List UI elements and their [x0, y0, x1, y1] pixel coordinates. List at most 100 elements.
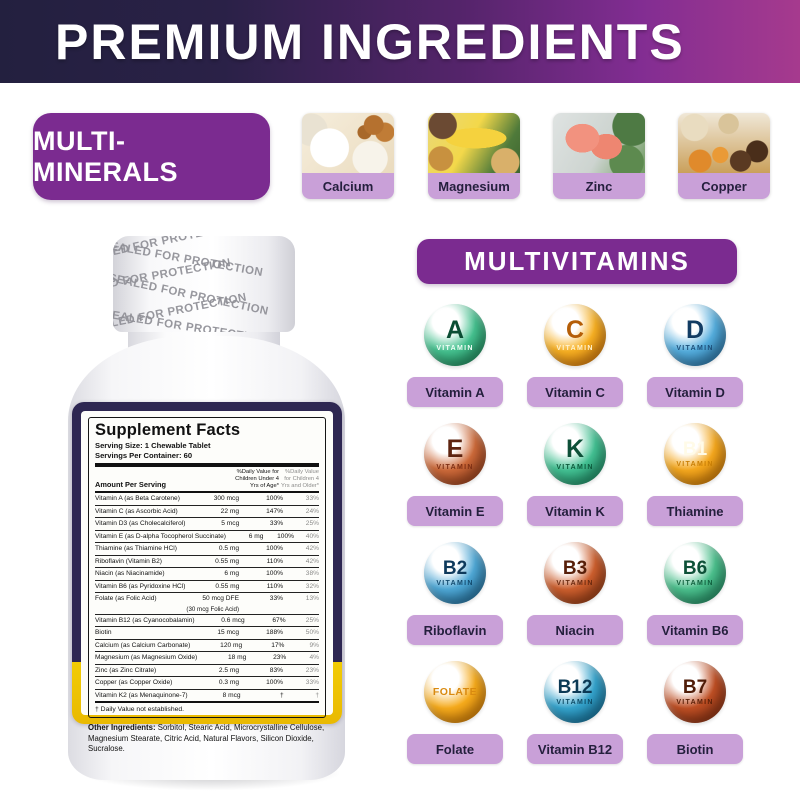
vitamin-word: VITAMIN — [556, 464, 594, 471]
nutrient-amount: 120 mg — [190, 641, 242, 652]
supplement-facts-panel: Supplement Facts Serving Size: 1 Chewabl… — [88, 417, 326, 719]
mineral-card-calcium: Calcium — [302, 113, 394, 199]
daily-value-under-4: 100% — [266, 570, 283, 578]
nutrient-name: Zinc (as Zinc Citrate) — [95, 666, 157, 674]
vitamin-letter: B2 — [442, 558, 468, 579]
nutrient-name: Calcium (as Calcium Carbonate) — [95, 641, 191, 649]
nutrient-amount: 6 mg — [185, 569, 239, 580]
vitamin-cell-vitamin-d: D VITAMIN Vitamin D — [647, 304, 743, 423]
vitamin-cell-thiamine: B1 VITAMIN Thiamine — [647, 423, 743, 542]
vitamin-word: VITAMIN — [556, 345, 594, 352]
daily-value-4-and-older: 13% — [305, 595, 319, 603]
daily-value-under-4: 188% — [266, 629, 283, 637]
daily-value-under-4: † — [280, 691, 284, 699]
daily-value-4-and-older: 42% — [305, 545, 319, 553]
daily-value-under-4: 67% — [272, 616, 286, 624]
nutrient-name: Folate (as Folic Acid) — [95, 595, 157, 603]
vitamin-cell-vitamin-c: C VITAMIN Vitamin C — [527, 304, 623, 423]
facts-row: Vitamin D3 (as Cholecalciferol) 5 mcg 33% 2… — [95, 518, 319, 531]
amount-value: 120 mg — [220, 641, 243, 649]
vitamin-word: VITAMIN — [556, 580, 594, 587]
amount-value: 300 mcg — [213, 495, 239, 503]
vitamin-word: VITAMIN — [676, 699, 714, 706]
nutrient-amount: 0.6 mcg — [195, 616, 244, 627]
vitamin-word: VITAMIN — [676, 345, 714, 352]
daily-value-4-and-older: 50% — [305, 629, 319, 637]
vitamin-name-pill: Vitamin K — [527, 496, 623, 526]
vitamin-name-pill: Folate — [407, 734, 503, 764]
amount-per-serving-header: Amount Per Serving — [95, 480, 167, 490]
daily-value-4-and-older: † — [315, 691, 319, 699]
daily-value-4-and-older: 4% — [309, 654, 319, 662]
nutrient-name: Riboflavin (Vitamin B2) — [95, 557, 162, 565]
nutrient-name: Vitamin E (as D-alpha Tocopherol Succina… — [95, 532, 226, 540]
nutrient-name: Vitamin A (as Beta Carotene) — [95, 495, 180, 503]
facts-rows: Vitamin A (as Beta Carotene) 300 mcg 100% 3… — [95, 493, 319, 704]
vitamin-ball-folate: FOLATE — [424, 661, 486, 723]
label-inner: Supplement Facts Serving Size: 1 Chewabl… — [81, 411, 333, 753]
facts-row: Copper (as Copper Oxide) 0.3 mg 100% 33% — [95, 677, 319, 690]
nutrient-amount: 8 mcg — [188, 691, 241, 702]
vitamin-cell-vitamin-b6: B6 VITAMIN Vitamin B6 — [647, 542, 743, 661]
serving-size: Serving Size: 1 Chewable Tablet — [95, 441, 211, 451]
nutrient-name: Biotin — [95, 629, 112, 637]
vitamin-ball-k: K VITAMIN — [544, 423, 606, 485]
dairy-photo — [302, 113, 394, 173]
nutrient-name: Thiamine (as Thiamine HCl) — [95, 545, 177, 553]
vitamin-ball-a: A VITAMIN — [424, 304, 486, 366]
daily-value-under-4: 33% — [269, 520, 284, 528]
vitamins-grid: A VITAMIN Vitamin A C VITAMIN Vitamin C D VITAM… — [395, 304, 757, 780]
daily-value-4-and-older: 38% — [305, 570, 319, 578]
amount-value: 5 mcg — [221, 520, 240, 528]
servings-per-container: Servings Per Container: 60 — [95, 450, 193, 460]
daily-value-under-4: 110% — [266, 557, 283, 565]
amount-value: 6 mg — [224, 570, 239, 578]
mineral-label: Calcium — [302, 173, 394, 199]
vitamin-name-pill: Vitamin C — [527, 377, 623, 407]
daily-value-under-4: 23% — [273, 654, 287, 662]
nutrient-amount: 6 mg — [226, 532, 264, 543]
vitamin-letter: B7 — [682, 677, 708, 698]
vitamin-ball-b2: B2 VITAMIN — [424, 542, 486, 604]
multivitamins-heading: MULTIVITAMINS — [417, 239, 737, 284]
multi-minerals-heading: MULTI-MINERALS — [33, 113, 270, 200]
daily-value-under-4: 100% — [266, 679, 283, 687]
nutrient-amount: 50 mcg DFE (30 mcg Folic Acid) — [185, 594, 239, 614]
amount-sub-value: (30 mcg Folic Acid) — [186, 605, 239, 613]
nutrient-name: Vitamin K2 (as Menaquinone-7) — [95, 691, 188, 699]
facts-row: Calcium (as Calcium Carbonate) 120 mg 17% 9… — [95, 640, 319, 653]
facts-row: Biotin 15 mcg 188% 50% — [95, 627, 319, 640]
facts-header-row: Amount Per Serving %Daily Value for Chil… — [95, 469, 319, 494]
vitamin-name-pill: Vitamin D — [647, 377, 743, 407]
vitamin-word: VITAMIN — [556, 699, 594, 706]
vitamin-letter: FOLATE — [432, 685, 478, 698]
vitamin-ball-c: C VITAMIN — [544, 304, 606, 366]
facts-row: Folate (as Folic Acid) 50 mcg DFE (30 mcg … — [95, 593, 319, 615]
vitamin-cell-riboflavin: B2 VITAMIN Riboflavin — [407, 542, 503, 661]
vitamin-letter: B1 — [682, 439, 708, 460]
amount-value: 0.5 mg — [218, 545, 239, 553]
mineral-label: Copper — [678, 173, 770, 199]
nutrient-name: Vitamin D3 (as Cholecalciferol) — [95, 520, 186, 528]
daily-value-under-4: 100% — [266, 545, 283, 553]
nutrient-amount: 0.3 mg — [185, 678, 239, 689]
salmon-photo — [553, 113, 645, 173]
mineral-card-magnesium: Magnesium — [428, 113, 520, 199]
vitamin-name-pill: Thiamine — [647, 496, 743, 526]
supplement-label: Supplement Facts Serving Size: 1 Chewabl… — [72, 402, 342, 753]
facts-row: Vitamin K2 (as Menaquinone-7) 8 mcg † † — [95, 690, 319, 704]
facts-row: Vitamin E (as D-alpha Tocopherol Succina… — [95, 531, 319, 544]
amount-value: 0.3 mg — [218, 679, 239, 687]
vitamin-letter: E — [446, 435, 464, 463]
amount-value: 2.5 mg — [218, 666, 239, 674]
vitamin-name-pill: Riboflavin — [407, 615, 503, 645]
daily-value-under-4: 100% — [266, 495, 283, 503]
amount-value: 18 mg — [227, 654, 247, 662]
vitamin-letter: A — [445, 316, 465, 344]
nutrient-amount: 300 mcg — [185, 494, 239, 505]
vitamin-name-pill: Vitamin A — [407, 377, 503, 407]
vitamin-letter: C — [565, 316, 585, 344]
facts-row: Riboflavin (Vitamin B2) 0.55 mg 110% 42% — [95, 556, 319, 569]
daily-value-under-4: 33% — [269, 595, 283, 603]
facts-row: Thiamine (as Thiamine HCl) 0.5 mg 100% 42% — [95, 543, 319, 556]
